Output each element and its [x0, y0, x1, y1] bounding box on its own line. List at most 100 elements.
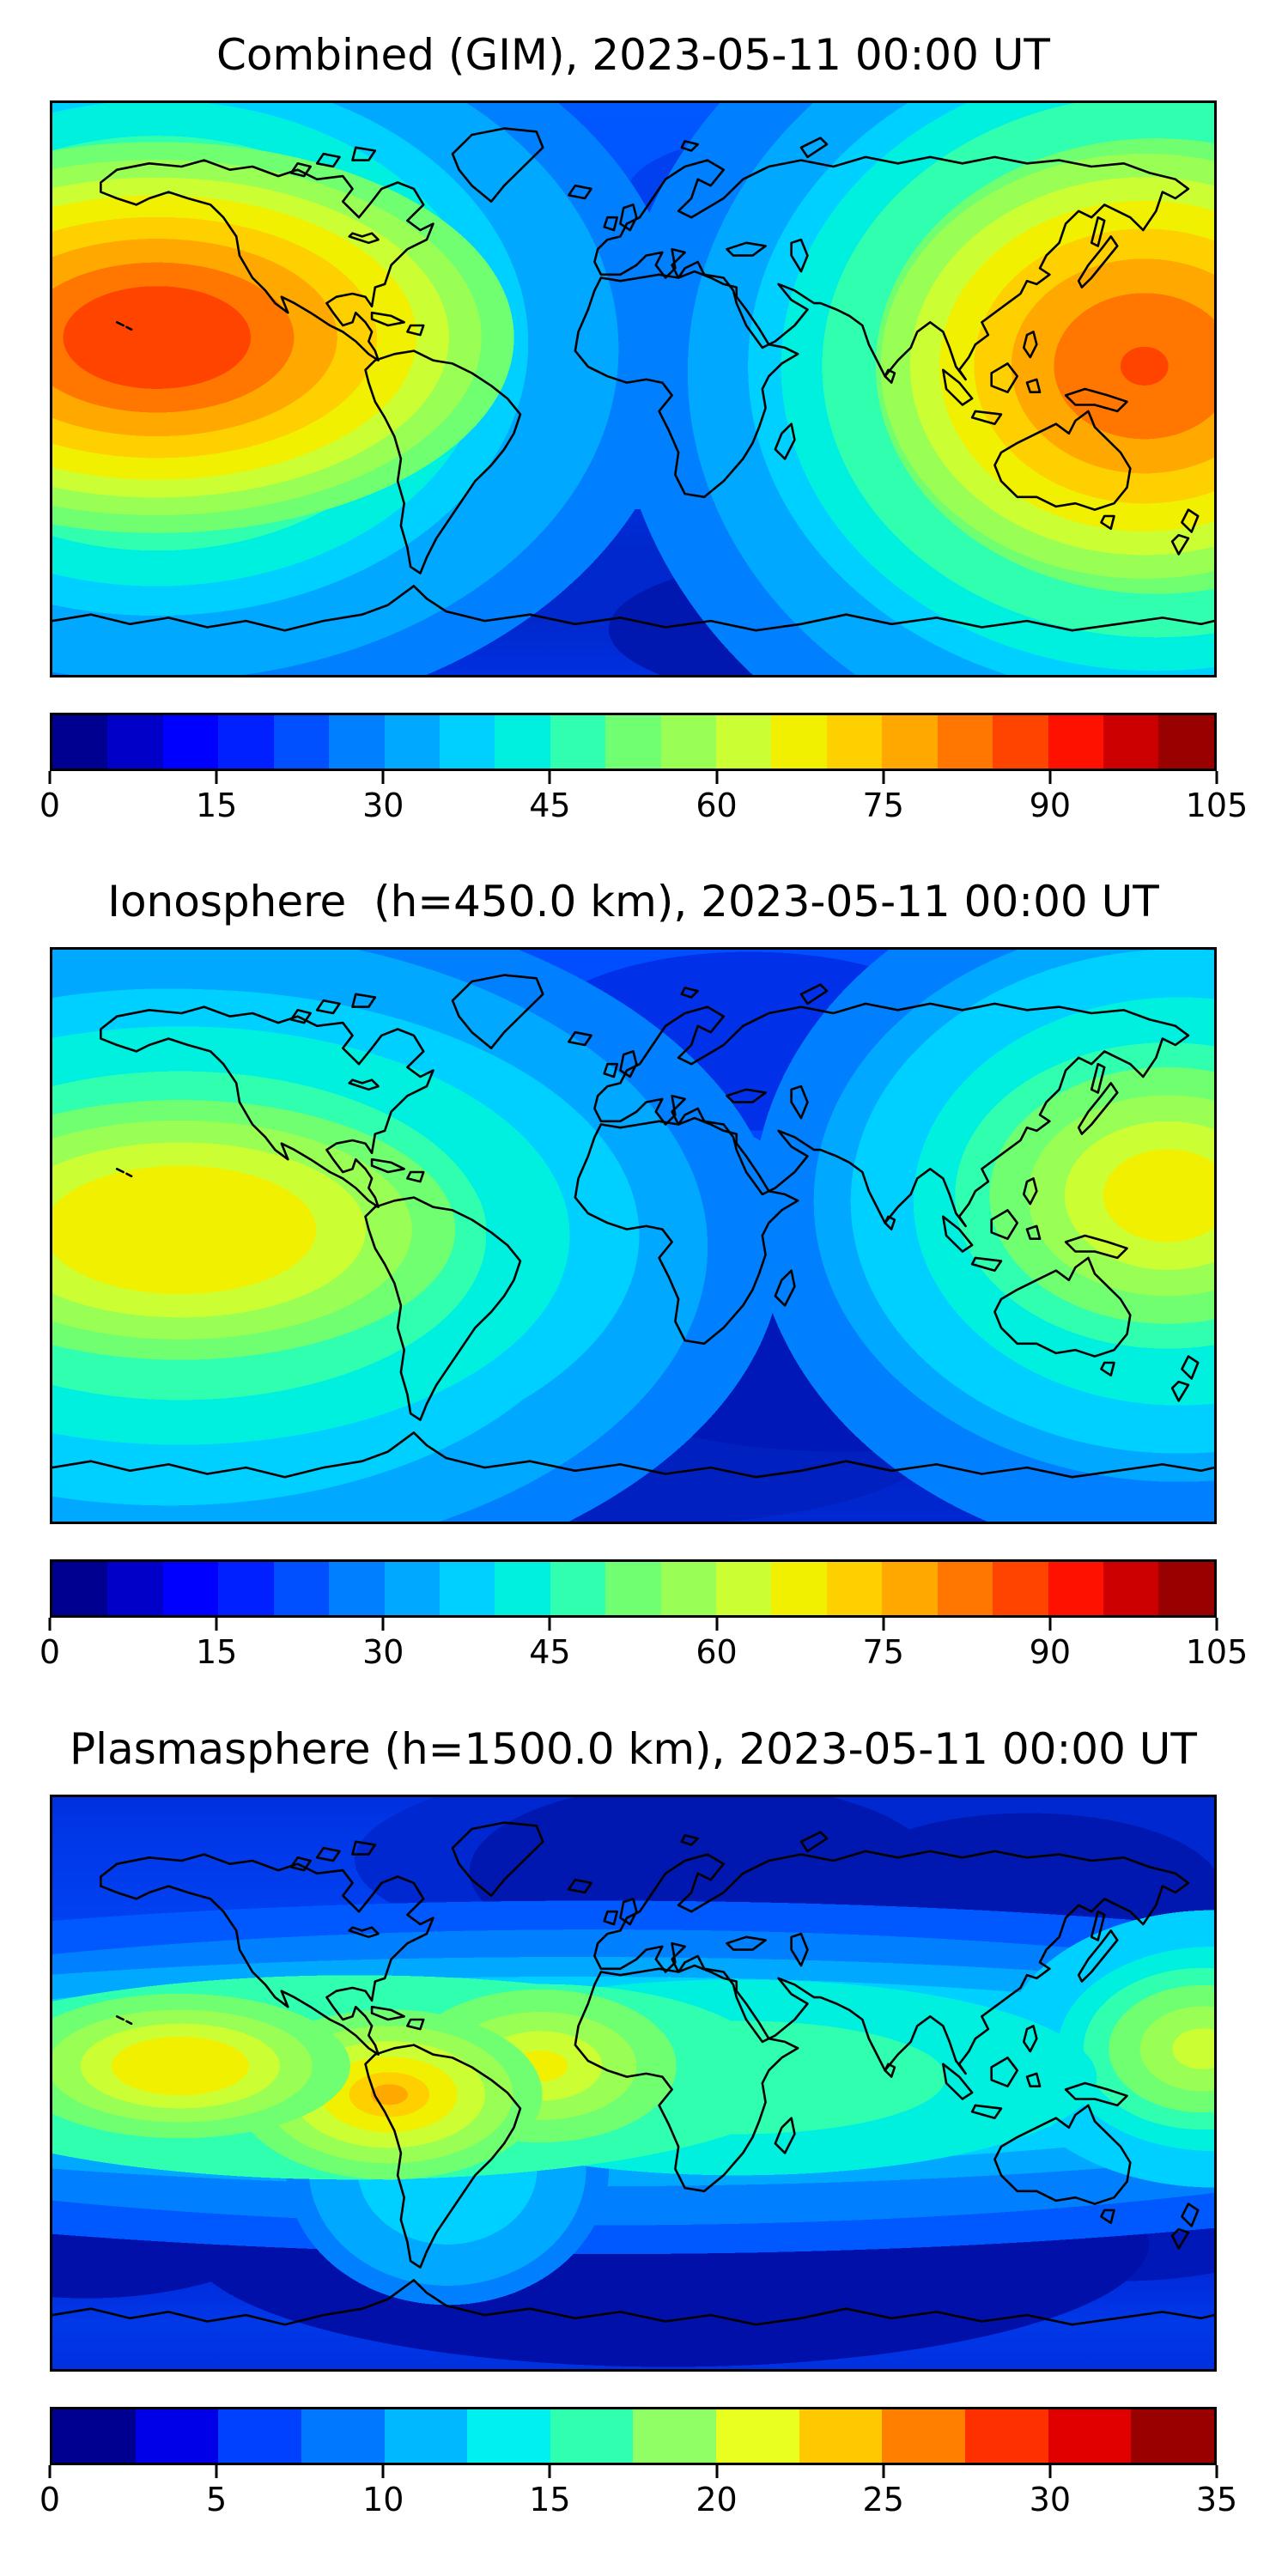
coastline-path — [992, 2057, 1018, 2086]
colorbar-segment — [550, 715, 606, 769]
coastline-path — [1027, 380, 1040, 392]
coastline-path — [1182, 2204, 1198, 2227]
colorbar-segment — [495, 1562, 550, 1615]
colorbar-segment — [633, 2409, 717, 2463]
colorbar-tick-mark — [215, 1618, 218, 1631]
colorbar-tick-mark — [215, 2465, 218, 2478]
colorbar-segment — [467, 2409, 550, 2463]
coastline-path — [775, 1271, 795, 1306]
colorbar-segment — [799, 2409, 883, 2463]
colorbar-tick-mark — [1215, 2465, 1218, 2478]
coastline-path — [1101, 2210, 1114, 2223]
colorbar-segment — [52, 2409, 136, 2463]
colorbar-tick-mark — [882, 771, 885, 784]
coastline-path — [372, 2007, 404, 2020]
coastline-path — [605, 1064, 617, 1077]
colorbar-segment — [716, 715, 772, 769]
colorbar-tick-label: 0 — [39, 787, 61, 824]
coastline-path — [605, 217, 617, 230]
panel3-colorbar-ticks: 0 5 10 15 20 25 30 35 — [39, 2465, 1237, 2538]
coastline-path — [372, 1159, 404, 1172]
colorbar-segment — [882, 715, 938, 769]
coastline-path — [726, 1937, 765, 1950]
coastline-path — [353, 994, 375, 1007]
colorbar-tick-label: 75 — [862, 1633, 904, 1671]
coastline-path — [291, 1010, 311, 1023]
coastline-path — [943, 2064, 972, 2099]
coastline-path — [594, 157, 1188, 380]
coastline-path — [1101, 516, 1114, 529]
coastline-path — [605, 1911, 617, 1924]
colorbar-segment — [1103, 715, 1159, 769]
coastline-path — [1024, 2026, 1036, 2051]
coastline-path — [972, 2105, 1001, 2118]
colorbar-segment — [937, 1562, 993, 1615]
colorbar-segment — [273, 715, 330, 769]
coastline-path — [801, 138, 827, 157]
colorbar-segment — [993, 715, 1048, 769]
colorbar-tick-mark — [48, 1618, 52, 1631]
colorbar-tick-label: 90 — [1029, 1633, 1072, 1671]
coastline-path — [100, 161, 433, 361]
panel2-colorbar — [50, 1559, 1217, 1618]
colorbar-segment — [716, 1562, 772, 1615]
panel1-title: Combined (GIM), 2023-05-11 00:00 UT — [216, 30, 1050, 80]
coastline-path — [291, 1857, 311, 1870]
colorbar-tick-label: 105 — [1185, 787, 1249, 824]
colorbar-segment — [301, 2409, 385, 2463]
colorbar-segment — [495, 715, 550, 769]
panel3-map-plasmasphere — [50, 1795, 1217, 2372]
coastline-path — [1091, 1064, 1104, 1092]
colorbar-segment — [1048, 2409, 1132, 2463]
colorbar-segment — [1131, 2409, 1214, 2463]
colorbar-segment — [273, 1562, 330, 1615]
colorbar-segment — [1048, 1562, 1104, 1615]
colorbar-tick-label: 10 — [362, 2481, 404, 2518]
coastline-path — [1101, 1363, 1114, 1376]
colorbar-segment — [1158, 1562, 1214, 1615]
colorbar-segment — [882, 1562, 938, 1615]
colorbar-tick-mark — [381, 771, 385, 784]
colorbar-tick-label: 15 — [195, 787, 238, 824]
coastline-path — [775, 2118, 795, 2154]
colorbar-tick-label: 35 — [1195, 2481, 1238, 2518]
coastline-path — [972, 1258, 1001, 1271]
coastline-path — [1078, 236, 1117, 287]
colorbar-tick-mark — [215, 771, 218, 784]
colorbar-tick-label: 15 — [195, 1633, 238, 1671]
coastline-path — [407, 1172, 423, 1182]
panel1-map-combined-gim — [50, 100, 1217, 677]
colorbar-tick-label: 0 — [39, 1633, 61, 1671]
colorbar-segment — [52, 715, 108, 769]
colorbar-tick-mark — [882, 2465, 885, 2478]
colorbar-segment — [218, 715, 274, 769]
colorbar-segment — [965, 2409, 1048, 2463]
colorbar-tick-mark — [1048, 2465, 1052, 2478]
coastline-path — [453, 975, 543, 1048]
colorbar-tick-mark — [381, 2465, 385, 2478]
colorbar-tick-label: 5 — [206, 2481, 228, 2518]
coastline-path — [372, 313, 404, 325]
coastline-path — [100, 1855, 433, 2055]
coastline-path — [353, 148, 375, 161]
coastline-path — [366, 2045, 520, 2268]
coastline-path — [992, 1210, 1018, 1238]
colorbar-segment — [1103, 1562, 1159, 1615]
coastline-path — [801, 1832, 827, 1851]
coastline-path — [1024, 1178, 1036, 1204]
colorbar-segment — [660, 715, 717, 769]
coastline-path — [682, 987, 698, 997]
coastline-path — [317, 1848, 339, 1861]
coastline-path — [453, 1823, 543, 1896]
coastline-path — [885, 2064, 895, 2077]
coastline-path — [291, 163, 311, 176]
colorbar-segment — [660, 1562, 717, 1615]
coastline-path — [775, 424, 795, 459]
colorbar-segment — [550, 1562, 606, 1615]
colorbar-tick-label: 30 — [362, 787, 404, 824]
coastline-path — [117, 1169, 124, 1172]
coastline-path — [575, 1118, 798, 1344]
colorbar-tick-label: 45 — [529, 787, 571, 824]
colorbar-tick-mark — [1048, 771, 1052, 784]
colorbar-tick-mark — [715, 2465, 719, 2478]
